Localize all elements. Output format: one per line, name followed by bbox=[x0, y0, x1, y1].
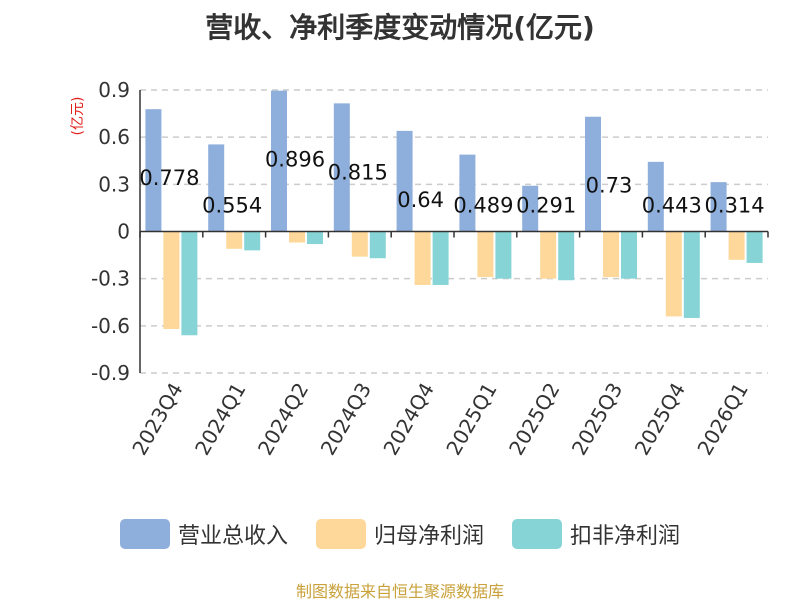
y-tick-label: 0.6 bbox=[98, 125, 130, 149]
x-tick-label: 2025Q4 bbox=[630, 379, 690, 460]
bar-0-2023Q4 bbox=[145, 109, 162, 232]
x-tick-label: 2026Q1 bbox=[692, 379, 752, 460]
legend-label-deducted-profit: 扣非净利润 bbox=[570, 524, 681, 549]
legend-swatch-deducted-profit bbox=[512, 519, 562, 549]
data-label: 0.489 bbox=[453, 193, 513, 217]
legend-swatch-revenue bbox=[119, 519, 170, 549]
legend: 营业总收入 归母净利润 扣非净利润 bbox=[0, 518, 800, 550]
legend-item-net-profit[interactable]: 归母净利润 bbox=[315, 518, 484, 550]
data-label: 0.443 bbox=[642, 193, 702, 217]
bar-1-2023Q4 bbox=[163, 231, 180, 329]
data-label: 0.778 bbox=[139, 166, 199, 190]
bar-2-2024Q4 bbox=[432, 231, 449, 285]
bar-1-2024Q4 bbox=[414, 231, 431, 285]
x-tick-label: 2024Q2 bbox=[253, 379, 313, 460]
x-tick-label: 2024Q4 bbox=[378, 378, 438, 459]
data-label: 0.291 bbox=[516, 193, 576, 217]
bar-1-2024Q2 bbox=[289, 231, 305, 243]
bar-2-2023Q4 bbox=[181, 231, 198, 336]
bar-1-2026Q1 bbox=[728, 231, 745, 260]
bar-0-2025Q1 bbox=[459, 154, 476, 232]
chart-title: 营收、净利季度变动情况(亿元) bbox=[205, 11, 595, 44]
y-tick-label: 0.3 bbox=[98, 172, 130, 196]
x-tick-label: 2025Q1 bbox=[441, 379, 501, 460]
x-tick-label: 2023Q4 bbox=[127, 379, 187, 460]
bar-0-2025Q2 bbox=[522, 185, 539, 232]
data-label: 0.73 bbox=[586, 174, 633, 198]
bar-0-2024Q1 bbox=[208, 144, 225, 232]
y-tick-label: 0.9 bbox=[98, 78, 130, 102]
bar-0-2024Q4 bbox=[396, 130, 413, 232]
data-label: 0.815 bbox=[328, 160, 388, 184]
y-tick-label: -0.6 bbox=[91, 314, 130, 338]
y-tick-label: 0 bbox=[117, 220, 130, 244]
y-tick-label: -0.3 bbox=[91, 267, 130, 291]
bar-1-2025Q3 bbox=[603, 231, 619, 278]
x-tick-label: 2025Q3 bbox=[567, 379, 627, 460]
bar-2-2024Q3 bbox=[369, 231, 386, 259]
bar-0-2025Q3 bbox=[585, 116, 601, 232]
bar-1-2024Q1 bbox=[226, 231, 243, 249]
bar-2-2025Q4 bbox=[683, 231, 700, 318]
bar-1-2025Q1 bbox=[477, 231, 494, 278]
bar-1-2025Q4 bbox=[665, 231, 682, 317]
legend-label-net-profit: 归母净利润 bbox=[373, 524, 484, 549]
x-tick-label: 2025Q2 bbox=[504, 379, 564, 460]
legend-label-revenue: 营业总收入 bbox=[177, 524, 288, 549]
data-label: 0.554 bbox=[202, 193, 262, 217]
bar-0-2025Q4 bbox=[647, 161, 664, 232]
bar-1-2024Q3 bbox=[351, 231, 368, 257]
x-tick-label: 2024Q1 bbox=[190, 379, 250, 460]
bar-0-2026Q1 bbox=[710, 182, 727, 232]
bar-0-2024Q3 bbox=[333, 103, 350, 232]
bar-2-2026Q1 bbox=[746, 231, 763, 263]
x-tick-label: 2024Q3 bbox=[316, 379, 376, 460]
bar-2-2025Q3 bbox=[621, 231, 637, 279]
data-source-note: 制图数据来自恒生聚源数据库 bbox=[295, 582, 504, 601]
legend-item-revenue[interactable]: 营业总收入 bbox=[119, 518, 288, 550]
data-label: 0.896 bbox=[265, 148, 325, 172]
bar-2-2024Q2 bbox=[307, 231, 323, 245]
y-axis-label: (亿元) bbox=[70, 97, 86, 136]
legend-item-deducted-profit[interactable]: 扣非净利润 bbox=[512, 518, 680, 550]
data-label: 0.314 bbox=[705, 193, 765, 217]
data-label: 0.64 bbox=[397, 188, 444, 212]
bar-2-2024Q1 bbox=[244, 231, 261, 251]
bar-2-2025Q1 bbox=[495, 231, 512, 279]
y-tick-label: -0.9 bbox=[91, 361, 130, 385]
bar-0-2024Q2 bbox=[271, 90, 287, 232]
bar-2-2025Q2 bbox=[558, 231, 575, 281]
bar-1-2025Q2 bbox=[540, 231, 557, 279]
legend-swatch-net-profit bbox=[315, 519, 366, 549]
